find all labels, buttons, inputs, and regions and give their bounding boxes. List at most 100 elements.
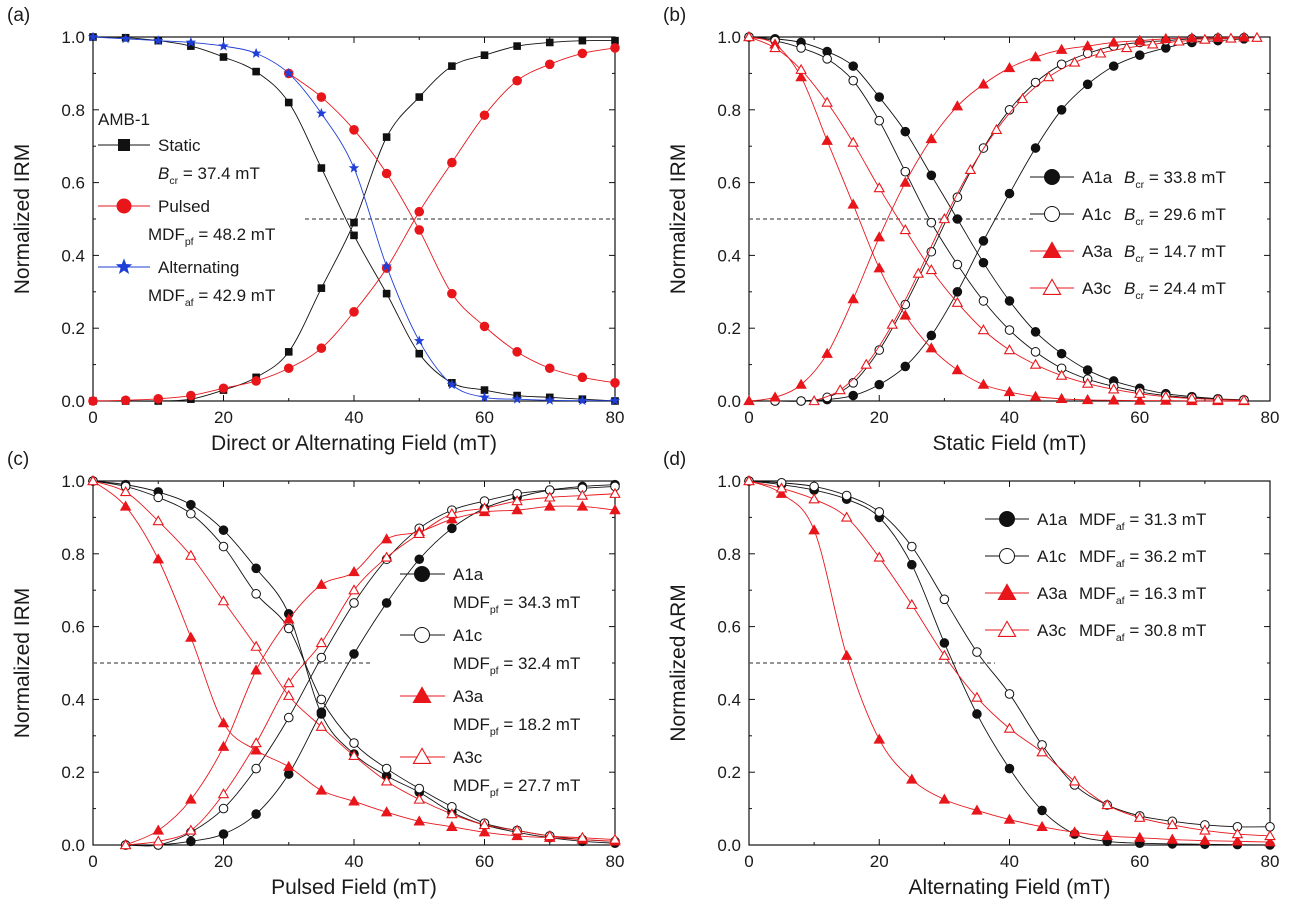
data-point-a1c [822, 54, 832, 64]
y-tick-label: 0.8 [717, 545, 741, 564]
y-tick-label: 1.0 [717, 28, 741, 47]
legend-label: A3a [1082, 242, 1113, 261]
data-point-a3c [971, 691, 983, 702]
data-point-alternating [381, 260, 392, 271]
data-point-a3c [119, 485, 132, 497]
data-point-a3c [1146, 38, 1159, 49]
data-point-a3a [1036, 820, 1048, 831]
data-point-alternating [218, 40, 229, 51]
legend-label: A1a [1082, 168, 1113, 187]
legend-value: MDFaf = 31.3 mT [1079, 510, 1206, 533]
data-point-pulsed [544, 363, 555, 374]
data-point-alternating [577, 395, 588, 406]
data-point-a1a [900, 126, 911, 137]
data-point-a1a [1004, 188, 1015, 199]
y-tick-label: 0.4 [717, 246, 741, 265]
data-point-a1c [1265, 822, 1275, 832]
data-point-a3a [217, 740, 230, 751]
series-line-a1a [125, 484, 616, 846]
data-point-a3c [1160, 390, 1172, 401]
data-point-a3a [1133, 34, 1146, 45]
data-point-a3a [185, 631, 197, 642]
y-tick-label: 0.6 [61, 174, 85, 193]
x-tick-label: 0 [744, 852, 753, 871]
x-tick-label: 20 [214, 852, 233, 871]
legend: A1a Bcr = 33.8 mT A1c Bcr = 29.6 mT A3a Bcr =… [1030, 168, 1226, 302]
data-point-a3a [925, 342, 938, 353]
data-point-a1a [848, 61, 859, 71]
legend-value: Bcr = 14.7 mT [1124, 242, 1226, 265]
data-point-a1a [978, 236, 989, 246]
data-point-static [382, 133, 391, 141]
data-point-pulsed [316, 92, 327, 102]
data-point-a1c [349, 598, 359, 608]
data-point-a3c [1212, 393, 1224, 404]
data-point-a3c [1238, 394, 1250, 405]
data-point-a1a [848, 390, 859, 401]
data-point-a3c [380, 775, 393, 786]
legend-header: AMB-1 [98, 110, 150, 129]
legend-label: Static [158, 136, 201, 155]
data-point-a3c [1055, 369, 1068, 380]
data-point-a3c [348, 584, 360, 595]
data-point-pulsed [349, 125, 359, 135]
x-tick-label: 40 [345, 408, 364, 427]
data-point-a3c [886, 318, 899, 329]
legend-value: MDFaf = 36.2 mT [1079, 547, 1206, 570]
data-point-a3c [609, 833, 621, 844]
data-point-pulsed [544, 59, 555, 70]
data-point-a1a [972, 709, 982, 719]
data-point-a3a [1029, 51, 1042, 62]
data-point-static [252, 67, 260, 76]
x-axis-label: Direct or Alternating Field (mT) [211, 432, 497, 455]
y-tick-label: 0.0 [61, 392, 85, 411]
data-point-a1a [218, 525, 229, 535]
data-point-alternating [120, 33, 131, 44]
data-point-a1c [874, 115, 885, 126]
x-tick-label: 20 [214, 408, 233, 427]
data-point-a3a [847, 293, 859, 304]
data-point-pulsed [479, 110, 490, 121]
data-point-a3a [315, 578, 328, 589]
legend-label: A3c [1082, 279, 1112, 298]
data-point-a1c [796, 396, 806, 406]
data-point-a1c [283, 712, 294, 723]
data-point-a3c [938, 213, 951, 224]
data-point-pulsed [610, 378, 620, 388]
x-tick-label: 60 [475, 852, 494, 871]
data-point-a3c [1101, 799, 1113, 810]
data-point-a3c [511, 824, 523, 835]
data-point-a3c [840, 511, 853, 522]
x-tick-label: 80 [1261, 852, 1280, 871]
data-point-a3c [775, 482, 788, 493]
data-point-a3a [543, 500, 556, 511]
data-point-a3c [990, 123, 1003, 134]
data-point-pulsed [512, 347, 522, 357]
data-point-alternating [544, 394, 556, 405]
data-point-a1a [907, 559, 917, 570]
data-point-alternating [479, 391, 490, 402]
x-axis-label: Static Field (mT) [932, 432, 1086, 455]
data-point-alternating [446, 379, 458, 390]
data-point-a3a [152, 824, 165, 835]
data-point-a3c [1107, 383, 1120, 394]
data-point-a3a [282, 613, 295, 624]
data-point-a1c [809, 481, 819, 492]
data-point-a3a [576, 500, 589, 511]
data-point-a1a [1134, 50, 1145, 61]
data-point-a3c [478, 819, 491, 830]
data-point-a1c [796, 43, 806, 53]
data-point-a3a [282, 760, 295, 771]
legend-marker [412, 747, 432, 765]
legend-marker [118, 139, 130, 151]
x-tick-label: 0 [88, 852, 97, 871]
data-point-a3c [743, 475, 755, 486]
data-point-a3a [1264, 836, 1276, 847]
data-point-alternating [152, 35, 164, 46]
data-point-static [480, 51, 489, 60]
data-point-a3a [1101, 829, 1113, 841]
x-tick-label: 80 [1261, 408, 1280, 427]
data-point-static [578, 36, 587, 45]
legend-value: MDFpf = 18.2 mT [453, 715, 580, 738]
data-point-a3a [446, 513, 458, 524]
